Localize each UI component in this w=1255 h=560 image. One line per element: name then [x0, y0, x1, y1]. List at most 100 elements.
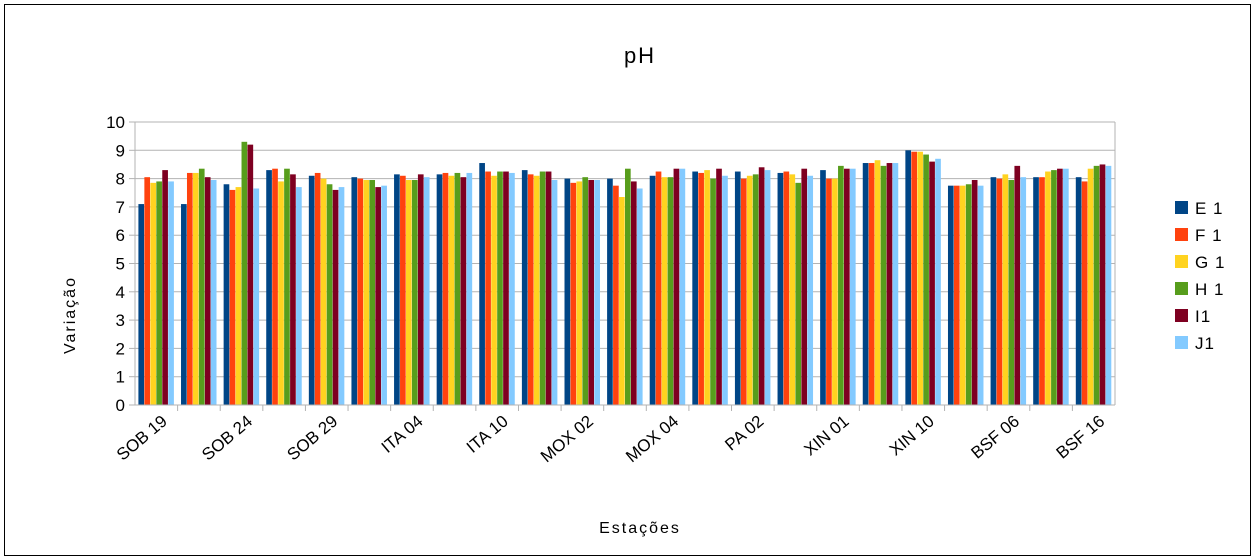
bar-f1-bsf-13 [1039, 177, 1045, 405]
bar-f1-ita-01 [357, 178, 364, 405]
bar-j1-ita-01 [381, 185, 387, 405]
bar-e1-sob-24 [223, 184, 230, 405]
x-category-label: ITA 10 [463, 412, 512, 457]
x-category-label: PA 02 [721, 412, 767, 455]
bar-j1-pa-01 [722, 175, 728, 405]
y-axis-title: Variação [62, 276, 79, 354]
bar-e1-mox-04 [649, 175, 656, 405]
bar-g1-ita-01 [363, 180, 370, 405]
bar-h1-xin-00 [795, 182, 802, 405]
y-tick-label: 3 [116, 311, 125, 330]
bar-g1-xin-10 [917, 151, 923, 405]
bar-h1-mox-04 [667, 177, 674, 405]
bar-h1-sob-29 [326, 184, 333, 405]
bar-i1-mox-01 [545, 171, 552, 405]
legend-label: I1 [1195, 307, 1211, 326]
bar-j1-bsf-16 [1105, 165, 1112, 405]
legend-label: E 1 [1195, 199, 1224, 218]
bar-i1-pa-02 [758, 167, 765, 405]
bar-g1-pa-02 [746, 175, 753, 405]
legend-label: G 1 [1195, 253, 1225, 272]
bar-f1-xin-00 [783, 171, 790, 405]
bar-e1-ita-04 [394, 174, 400, 405]
bar-e1-mox-02 [564, 178, 571, 405]
bar-h1-xin-05 [880, 165, 887, 405]
bar-g1-ita-07 [448, 175, 455, 405]
bar-i1-xin-10 [929, 161, 935, 405]
bar-f1-ita-10 [485, 171, 491, 405]
bar-f1-bsf-04 [953, 185, 960, 405]
y-tick-label: 8 [116, 170, 125, 189]
bar-e1-pa-02 [734, 171, 741, 405]
legend-label: H 1 [1195, 280, 1224, 299]
bar-f1-xin-01 [826, 178, 832, 405]
bar-h1-bsf-04 [965, 184, 972, 405]
axes [129, 121, 1116, 411]
bar-e1-sob-19 [138, 204, 145, 405]
bar-j1-ita-10 [509, 172, 515, 405]
bar-f1-sob-19 [144, 177, 151, 405]
bar-g1-mox-01 [533, 175, 540, 405]
bar-j1-sob-22 [210, 180, 217, 405]
bar-i1-sob-24 [247, 144, 254, 405]
legend-swatch-h1 [1175, 282, 1188, 295]
bar-h1-mox-01 [539, 171, 546, 405]
bar-f1-sob-22 [186, 172, 193, 405]
bar-i1-xin-05 [886, 163, 893, 405]
y-tick-label: 6 [116, 226, 125, 245]
bar-j1-pa-02 [764, 170, 771, 405]
bar-i1-ita-07 [460, 177, 467, 405]
bar-h1-ita-10 [497, 171, 503, 405]
bar-e1-xin-10 [905, 150, 912, 405]
bar-f1-mox-04 [655, 171, 662, 405]
bar-g1-mox-02 [576, 181, 583, 405]
bar-i1-xin-01 [844, 168, 850, 405]
bar-h1-bsf-16 [1093, 165, 1100, 405]
bar-f1-bsf-06 [996, 178, 1003, 405]
bar-i1-ita-01 [375, 187, 381, 405]
y-tick-label: 1 [116, 368, 125, 387]
bar-h1-ita-01 [369, 180, 376, 405]
bar-g1-ita-10 [491, 175, 497, 405]
bar-g1-mox-03 [619, 197, 625, 405]
bar-j1-bsf-06 [1020, 177, 1027, 405]
x-category-label: SOB 19 [113, 412, 171, 465]
bar-e1-bsf-13 [1033, 177, 1039, 405]
legend-swatch-j1 [1175, 336, 1188, 349]
bar-e1-ita-01 [351, 177, 358, 405]
bar-h1-xin-10 [923, 154, 929, 405]
bar-e1-bsf-16 [1075, 177, 1082, 405]
bar-g1-bsf-13 [1045, 171, 1051, 405]
bar-h1-bsf-06 [1008, 180, 1015, 405]
bar-i1-bsf-06 [1014, 165, 1021, 405]
x-category-label: MOX 02 [537, 412, 597, 467]
bar-e1-xin-01 [820, 170, 826, 405]
legend-label: F 1 [1195, 226, 1223, 245]
chart-frame: pH 0 1 2 3 4 5 6 7 8 9 10 SOB 19 SOB 24 SOB 29 ITA 04… [4, 4, 1251, 556]
bar-f1-ita-07 [442, 172, 449, 405]
legend-swatch-f1 [1175, 228, 1188, 241]
y-tick-labels: 0 1 2 3 4 5 6 7 8 9 10 [106, 113, 125, 415]
bar-e1-bsf-06 [990, 177, 997, 405]
bar-g1-sob-29 [320, 178, 327, 405]
bar-h1-ita-07 [454, 172, 461, 405]
bar-g1-mox-04 [661, 177, 668, 405]
x-category-label: BSF 16 [1053, 412, 1109, 463]
bar-f1-mox-01 [527, 174, 534, 405]
bar-i1-sob-22 [204, 177, 211, 405]
bar-e1-xin-00 [777, 172, 784, 405]
x-category-label: SOB 29 [283, 412, 341, 465]
x-category-label: SOB 24 [198, 412, 256, 465]
bar-e1-mox-01 [521, 170, 528, 405]
bar-h1-sob-27 [284, 168, 290, 405]
bar-g1-sob-19 [150, 182, 157, 405]
bar-h1-bsf-13 [1051, 170, 1057, 405]
bars [138, 141, 1112, 405]
bar-i1-pa-01 [716, 168, 722, 405]
bar-i1-mox-02 [588, 180, 595, 405]
bar-j1-xin-00 [807, 175, 814, 405]
bar-e1-xin-05 [862, 163, 869, 405]
bar-j1-sob-29 [338, 187, 345, 405]
bar-f1-pa-02 [740, 178, 747, 405]
x-category-labels: SOB 19 SOB 24 SOB 29 ITA 04 ITA 10 MOX 02 MOX … [113, 412, 1108, 467]
